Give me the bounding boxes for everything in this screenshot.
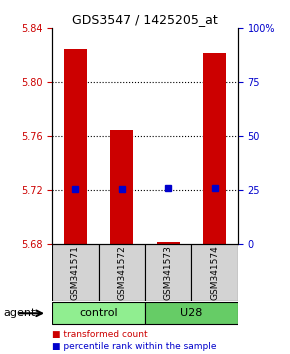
Text: GSM341574: GSM341574: [210, 245, 219, 300]
FancyBboxPatch shape: [145, 302, 238, 324]
Text: control: control: [79, 308, 118, 318]
FancyBboxPatch shape: [52, 244, 99, 301]
Bar: [203, 53, 226, 244]
FancyBboxPatch shape: [52, 302, 145, 324]
Text: GSM341571: GSM341571: [71, 245, 80, 300]
Text: GSM341572: GSM341572: [117, 245, 126, 300]
Bar: [157, 241, 180, 244]
Text: agent: agent: [3, 308, 35, 318]
FancyBboxPatch shape: [191, 244, 238, 301]
Text: GSM341573: GSM341573: [164, 245, 173, 300]
FancyBboxPatch shape: [145, 244, 191, 301]
Text: ■ transformed count: ■ transformed count: [52, 330, 148, 339]
FancyBboxPatch shape: [99, 244, 145, 301]
Bar: [64, 48, 87, 244]
Text: U28: U28: [180, 308, 203, 318]
Text: ■ percentile rank within the sample: ■ percentile rank within the sample: [52, 342, 217, 352]
Bar: [110, 130, 133, 244]
Title: GDS3547 / 1425205_at: GDS3547 / 1425205_at: [72, 13, 218, 26]
